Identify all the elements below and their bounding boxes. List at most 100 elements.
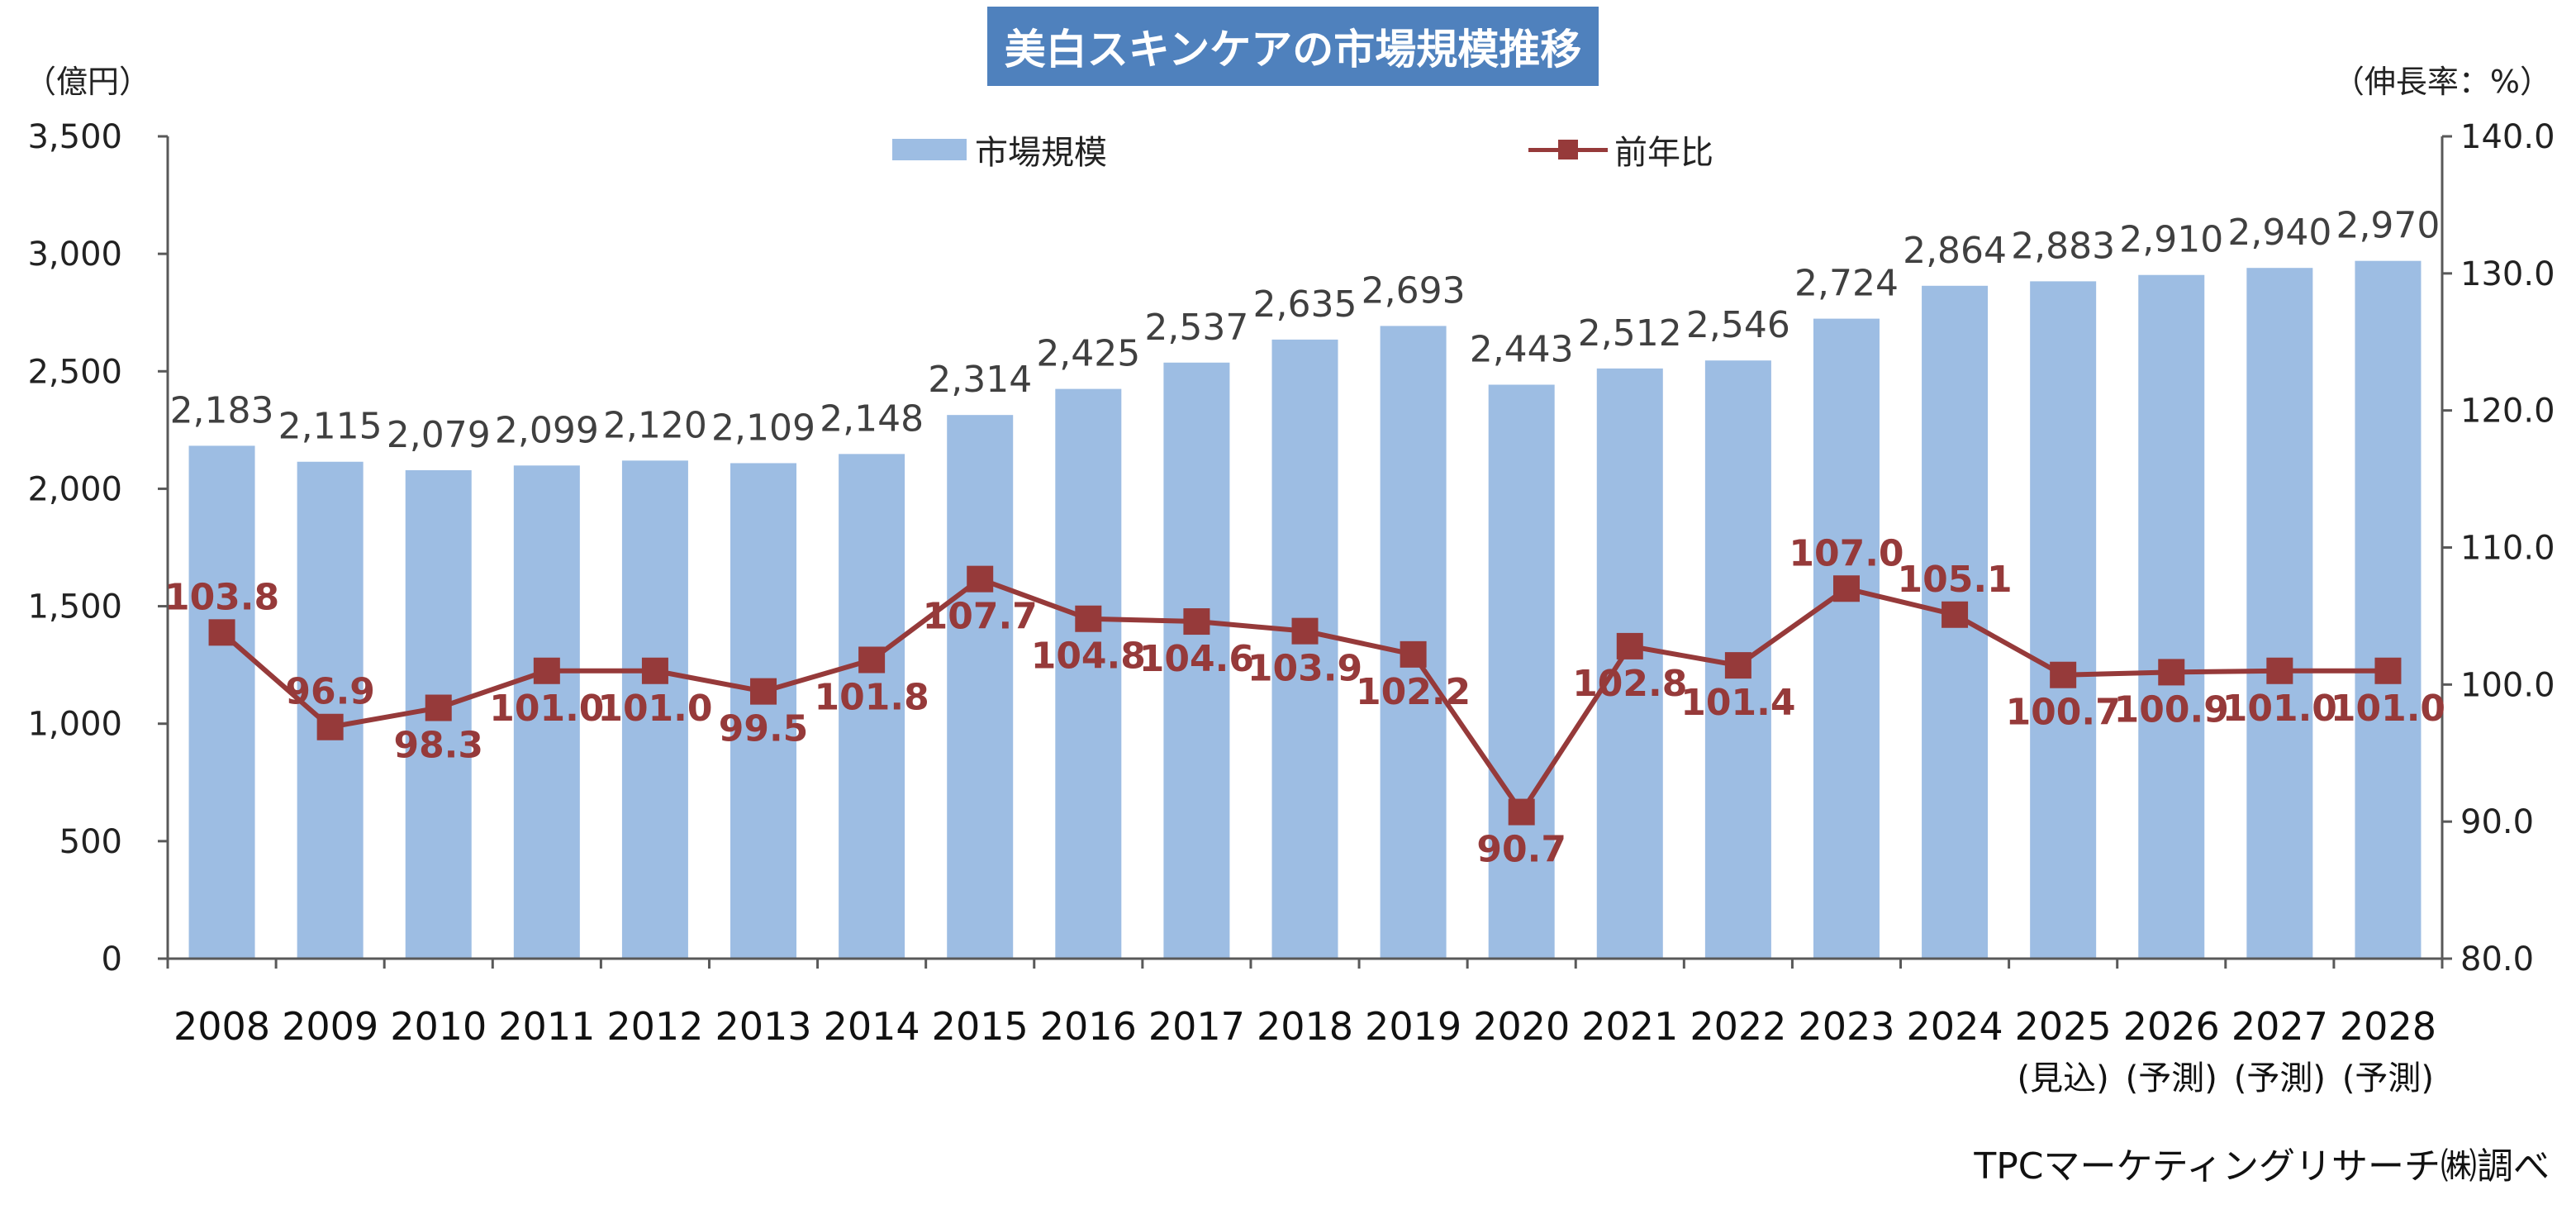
yoy-value-label: 98.3	[393, 725, 483, 767]
yoy-value-label: 104.6	[1139, 638, 1254, 680]
yoy-marker-2008	[208, 619, 235, 646]
yoy-marker-2014	[858, 646, 886, 674]
bar-value-label: 2,546	[1686, 304, 1790, 346]
x-tick-label: 2010	[390, 1004, 487, 1049]
bar-2008	[188, 445, 255, 959]
yoy-value-label: 104.8	[1031, 636, 1146, 678]
yoy-marker-2018	[1291, 617, 1319, 645]
left-tick-label: 500	[59, 823, 122, 861]
yoy-value-label: 90.7	[1476, 829, 1566, 871]
bar-value-label: 2,693	[1362, 269, 1466, 312]
x-tick-label: 2017	[1148, 1004, 1245, 1049]
x-tick-label: 2022	[1690, 1004, 1786, 1049]
bar-value-label: 2,883	[2011, 225, 2115, 267]
legend-line: 前年比	[1528, 126, 1713, 174]
x-tick-label: 2023	[1798, 1004, 1894, 1049]
legend-bar-swatch	[892, 139, 967, 160]
yoy-marker-2012	[641, 657, 668, 684]
x-tick-label: 2028	[2340, 1004, 2436, 1049]
right-tick-label: 110.0	[2460, 530, 2555, 568]
bar-value-label: 2,148	[820, 398, 924, 440]
yoy-value-label: 100.7	[2006, 692, 2121, 734]
right-tick-label: 90.0	[2460, 803, 2534, 841]
legend-bar-label: 市場規模	[975, 134, 1107, 172]
right-tick-label: 120.0	[2460, 393, 2555, 431]
right-tick-label: 130.0	[2460, 255, 2555, 293]
x-tick-label: 2019	[1365, 1004, 1461, 1049]
right-tick-label: 100.0	[2460, 666, 2555, 704]
bar-value-label: 2,970	[2336, 205, 2440, 247]
bar-value-label: 2,079	[387, 414, 491, 456]
left-tick-label: 3,000	[27, 236, 122, 274]
bar-value-label: 2,115	[278, 406, 383, 448]
bar-value-label: 2,724	[1794, 263, 1899, 305]
yoy-marker-2023	[1832, 575, 1860, 602]
legend-line-label: 前年比	[1614, 134, 1713, 172]
yoy-marker-2024	[1942, 601, 1969, 628]
x-tick-label: 2025	[2015, 1004, 2112, 1049]
left-tick-label: 1,500	[27, 588, 122, 626]
x-tick-label: 2027	[2231, 1004, 2328, 1049]
x-tick-label: 2024	[1907, 1004, 2003, 1049]
yoy-value-label: 102.8	[1572, 663, 1687, 705]
legend-bar: 市場規模	[892, 126, 1107, 174]
x-tick-note: (予測)	[2234, 1059, 2326, 1097]
x-tick-label: 2021	[1581, 1004, 1678, 1049]
x-tick-label: 2012	[606, 1004, 703, 1049]
bar-2018	[1271, 339, 1338, 959]
yoy-marker-2021	[1616, 632, 1643, 659]
bar-2027	[2246, 268, 2313, 959]
bar-value-label: 2,109	[711, 407, 815, 449]
bar-value-label: 2,512	[1578, 312, 1682, 355]
x-tick-note: (予測)	[2342, 1059, 2434, 1097]
yoy-marker-2015	[967, 565, 994, 593]
bar-value-label: 2,910	[2119, 219, 2223, 261]
yoy-marker-2026	[2158, 659, 2185, 686]
x-tick-label: 2018	[1257, 1004, 1353, 1049]
yoy-marker-2009	[316, 713, 344, 740]
yoy-marker-2013	[750, 678, 777, 705]
left-tick-label: 0	[102, 940, 122, 978]
x-tick-note: (予測)	[2126, 1059, 2217, 1097]
x-tick-note: (見込)	[2018, 1059, 2109, 1097]
bar-2028	[2355, 260, 2422, 959]
bar-2016	[1055, 388, 1122, 959]
bar-value-label: 2,425	[1036, 333, 1140, 375]
yoy-value-label: 103.8	[164, 576, 279, 618]
yoy-marker-2010	[425, 694, 452, 721]
bar-value-label: 2,183	[170, 389, 274, 431]
bar-value-label: 2,537	[1144, 307, 1248, 349]
yoy-value-label: 102.2	[1356, 671, 1471, 713]
x-tick-label: 2015	[932, 1004, 1029, 1049]
yoy-marker-2011	[533, 657, 560, 684]
legend-line-swatch	[1528, 137, 1608, 162]
bar-2026	[2138, 274, 2205, 959]
chart-title: 美白スキンケアの市場規模推移	[987, 7, 1599, 86]
x-tick-label: 2014	[824, 1004, 920, 1049]
bar-value-label: 2,940	[2227, 212, 2331, 254]
right-tick-label: 80.0	[2460, 940, 2534, 978]
bar-2023	[1813, 318, 1880, 959]
yoy-value-label: 96.9	[285, 671, 375, 713]
bar-2011	[513, 465, 580, 959]
bar-2017	[1163, 362, 1230, 959]
yoy-marker-2020	[1508, 798, 1535, 826]
yoy-marker-2022	[1724, 652, 1751, 679]
left-axis-unit-label: （億円）	[25, 64, 151, 100]
left-tick-label: 3,500	[27, 118, 122, 156]
bar-value-label: 2,099	[495, 409, 599, 451]
yoy-marker-2028	[2374, 657, 2402, 684]
bar-2020	[1488, 384, 1555, 959]
yoy-value-label: 101.0	[2222, 688, 2337, 730]
source-note: TPCマーケティングリサーチ㈱調べ	[1974, 1145, 2550, 1188]
yoy-marker-2019	[1400, 640, 1427, 668]
yoy-marker-2017	[1183, 608, 1210, 636]
yoy-marker-2016	[1075, 605, 1102, 632]
left-tick-label: 2,500	[27, 353, 122, 391]
bar-value-label: 2,864	[1903, 230, 2007, 272]
yoy-marker-2025	[2050, 661, 2077, 688]
x-tick-label: 2026	[2123, 1004, 2220, 1049]
bar-value-label: 2,314	[928, 359, 1032, 401]
x-tick-label: 2013	[715, 1004, 811, 1049]
